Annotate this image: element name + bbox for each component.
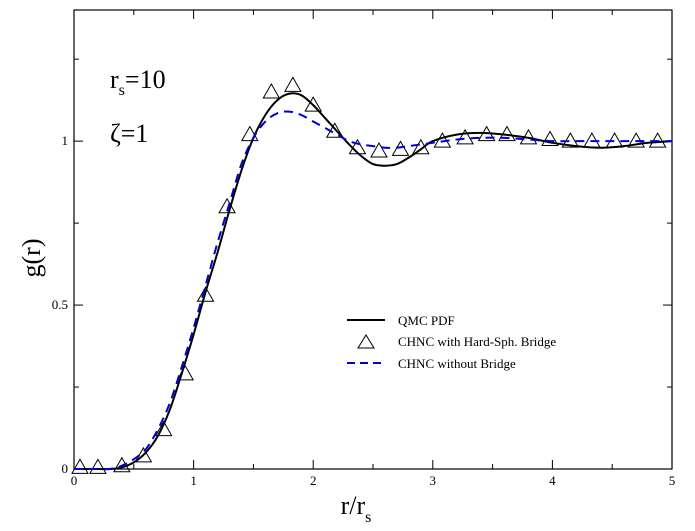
triangle-marker (218, 197, 236, 214)
rs-annotation: rs=10 (110, 65, 166, 99)
x-tick-label: 5 (669, 473, 676, 488)
y-tick-label: 0 (62, 461, 69, 476)
x-tick-label: 1 (190, 473, 197, 488)
y-tick-label: 0.5 (52, 297, 68, 312)
x-tick-label: 4 (549, 473, 556, 488)
triangle-marker (477, 125, 496, 142)
triangle-marker (196, 286, 215, 302)
triangle-marker (304, 96, 323, 112)
axis-ticks: 0 1 2 3 4 5 0 0.5 1 (52, 10, 676, 488)
triangle-marker (154, 420, 173, 437)
y-tick-label: 1 (62, 133, 69, 148)
y-axis-label: g(r) (17, 239, 46, 278)
triangle-marker (498, 125, 516, 142)
triangle-marker (370, 141, 388, 158)
triangle-marker (134, 446, 153, 463)
triangle-marker (541, 130, 559, 147)
legend: QMC PDF CHNC with Hard-Sph. Bridge CHNC … (347, 313, 556, 371)
triangle-marker (176, 364, 195, 381)
legend-label-chnc-bridge: CHNC with Hard-Sph. Bridge (398, 334, 556, 349)
triangle-marker (391, 140, 410, 156)
triangle-marker (262, 82, 281, 99)
triangle-marker (561, 132, 580, 148)
series-layer (71, 76, 673, 474)
triangle-marker (411, 138, 430, 155)
x-tick-label: 0 (71, 473, 78, 488)
triangle-marker (284, 76, 302, 92)
triangle-marker (348, 138, 367, 155)
triangle-marker (519, 128, 538, 145)
legend-label-qmc: QMC PDF (398, 313, 455, 328)
zeta-annotation: ζ=1 (110, 119, 148, 148)
chnc-no-bridge-line (74, 110, 672, 471)
legend-marker-triangle (357, 334, 375, 349)
x-tick-label: 3 (430, 473, 437, 488)
x-tick-label: 2 (310, 473, 317, 488)
triangle-marker (89, 458, 107, 474)
triangle-marker (240, 125, 259, 142)
qmc-pdf-line (74, 92, 673, 471)
x-axis-label: r/rs (341, 491, 372, 526)
triangle-marker (456, 128, 474, 145)
triangle-marker (71, 458, 89, 474)
legend-label-chnc-nobridge: CHNC without Bridge (398, 356, 516, 371)
